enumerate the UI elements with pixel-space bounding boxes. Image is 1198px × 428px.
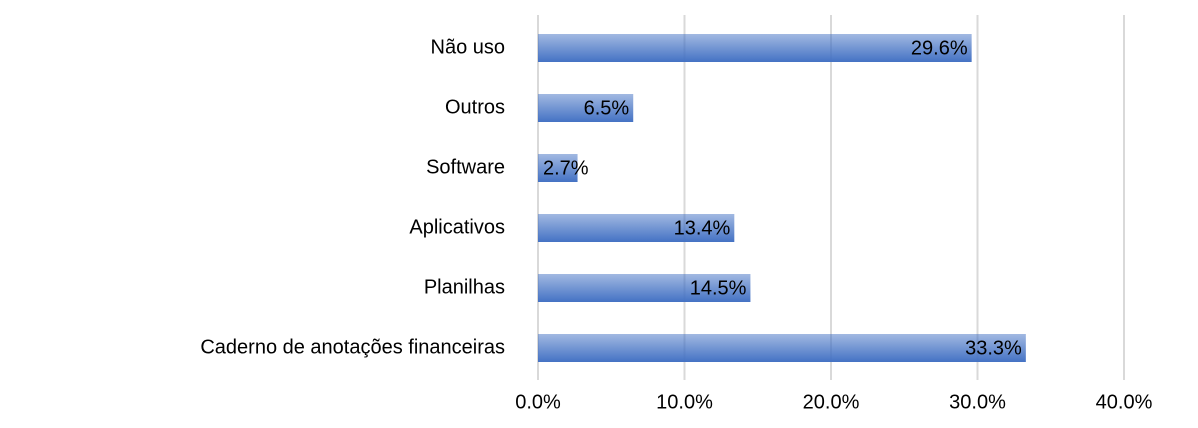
y-tick-label: Não uso xyxy=(431,36,506,58)
bar xyxy=(538,34,972,62)
value-label: 6.5% xyxy=(584,97,630,119)
value-label: 13.4% xyxy=(674,217,731,239)
x-tick-label: 20.0% xyxy=(803,391,860,413)
value-label: 14.5% xyxy=(690,277,747,299)
bar xyxy=(538,94,634,122)
x-tick-label: 10.0% xyxy=(656,391,713,413)
bar xyxy=(538,274,751,302)
y-tick-label: Aplicativos xyxy=(409,216,505,238)
value-label: 2.7% xyxy=(543,157,589,179)
x-tick-label: 40.0% xyxy=(1096,391,1153,413)
value-label: 29.6% xyxy=(911,37,968,59)
y-tick-label: Outros xyxy=(445,96,505,118)
y-tick-label: Planilhas xyxy=(424,276,505,298)
bar xyxy=(538,154,578,182)
x-tick-label: 30.0% xyxy=(949,391,1006,413)
x-tick-label: 0.0% xyxy=(515,391,561,413)
y-tick-label: Caderno de anotações financeiras xyxy=(200,336,505,358)
bar xyxy=(538,214,735,242)
value-label: 33.3% xyxy=(965,337,1022,359)
bar xyxy=(538,334,1026,362)
y-tick-label: Software xyxy=(426,156,505,178)
